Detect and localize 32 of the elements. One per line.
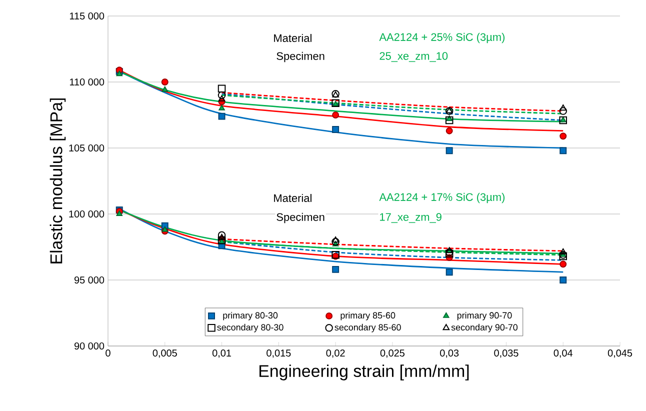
y-tick-label: 110 000 (70, 78, 104, 86)
y-tick-label: 90 000 (74, 342, 104, 350)
legend-label: primary 85-60 (340, 312, 396, 320)
x-tick-label: 0,035 (494, 350, 518, 358)
x-tick-label: 0,005 (152, 350, 177, 358)
annotation: AA2124 + 25% SiC (3µm) (379, 32, 505, 44)
annotation: AA2124 + 17% SiC (3µm) (379, 192, 505, 204)
x-tick-label: 0 (106, 350, 110, 357)
y-tick-label: 100 000 (69, 210, 104, 218)
x-tick-label: 0,045 (608, 350, 632, 358)
legend-label: primary 80-30 (223, 312, 278, 320)
x-axis-title: Engineering strain [mm/mm] (260, 364, 469, 380)
legend-label: secondary 80-30 (217, 324, 284, 332)
x-tick-label: 0,02 (326, 350, 345, 358)
x-tick-label: 0,015 (266, 350, 291, 358)
annotation: 17_xe_zm_9 (380, 213, 442, 223)
x-tick-label: 0,025 (380, 350, 404, 358)
legend-label: primary 90-70 (457, 312, 512, 320)
y-tick-label: 95 000 (74, 276, 104, 284)
y-tick-label: 115 000 (70, 12, 104, 20)
annotation: Material (274, 194, 312, 202)
annotation: 25_xe_zm_10 (380, 52, 448, 62)
y-tick-label: 105 000 (69, 144, 104, 152)
x-tick-label: 0,03 (440, 350, 459, 358)
legend-label: secondary 85-60 (334, 324, 401, 332)
x-tick-label: 0,04 (554, 350, 573, 358)
y-axis-title: Elastic modulus [MPa] (50, 98, 66, 264)
x-tick-label: 0,01 (212, 350, 231, 358)
legend-label: secondary 90-70 (451, 324, 518, 332)
annotation: Specimen (276, 52, 324, 62)
annotation: Material (274, 34, 312, 42)
annotation: Specimen (276, 212, 324, 224)
